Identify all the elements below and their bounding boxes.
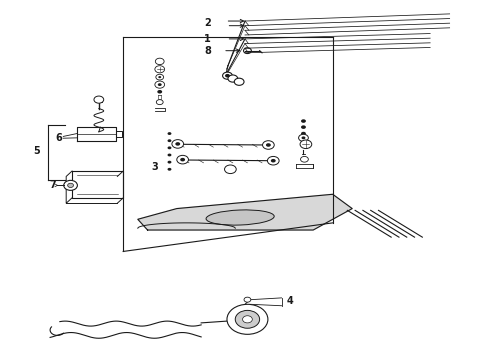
Text: 6: 6	[55, 133, 62, 143]
Text: 5: 5	[33, 147, 40, 157]
Circle shape	[243, 316, 252, 323]
Circle shape	[222, 72, 232, 79]
Polygon shape	[138, 194, 352, 230]
Text: 7: 7	[49, 180, 56, 190]
Circle shape	[300, 157, 308, 162]
Circle shape	[168, 147, 172, 149]
Circle shape	[158, 76, 161, 78]
Circle shape	[271, 159, 276, 162]
Circle shape	[301, 136, 305, 139]
Circle shape	[156, 100, 163, 105]
Text: 3: 3	[151, 162, 158, 172]
Circle shape	[172, 140, 184, 148]
Circle shape	[301, 119, 306, 123]
Circle shape	[244, 297, 251, 302]
Circle shape	[177, 156, 189, 164]
Circle shape	[268, 157, 279, 165]
Circle shape	[168, 132, 172, 135]
Circle shape	[168, 154, 172, 157]
Circle shape	[301, 125, 306, 129]
Circle shape	[157, 90, 162, 94]
Circle shape	[168, 161, 172, 163]
Circle shape	[68, 183, 74, 188]
Text: 8: 8	[204, 46, 211, 56]
Circle shape	[263, 141, 274, 149]
Circle shape	[266, 143, 271, 147]
Circle shape	[180, 158, 185, 161]
Circle shape	[301, 132, 306, 135]
Circle shape	[300, 140, 312, 149]
Circle shape	[225, 74, 230, 77]
Circle shape	[235, 310, 260, 328]
Text: 2: 2	[204, 18, 211, 28]
Circle shape	[168, 168, 172, 171]
Circle shape	[298, 134, 308, 141]
Circle shape	[175, 142, 180, 146]
Circle shape	[156, 74, 164, 80]
Circle shape	[64, 180, 77, 190]
Circle shape	[158, 83, 162, 86]
Ellipse shape	[206, 210, 274, 225]
Circle shape	[228, 75, 238, 82]
Text: 4: 4	[287, 296, 293, 306]
Circle shape	[227, 304, 268, 334]
Circle shape	[234, 78, 244, 85]
Circle shape	[94, 96, 104, 103]
Circle shape	[224, 165, 236, 174]
Circle shape	[155, 81, 165, 88]
Text: 1: 1	[204, 34, 211, 44]
Circle shape	[168, 139, 172, 142]
